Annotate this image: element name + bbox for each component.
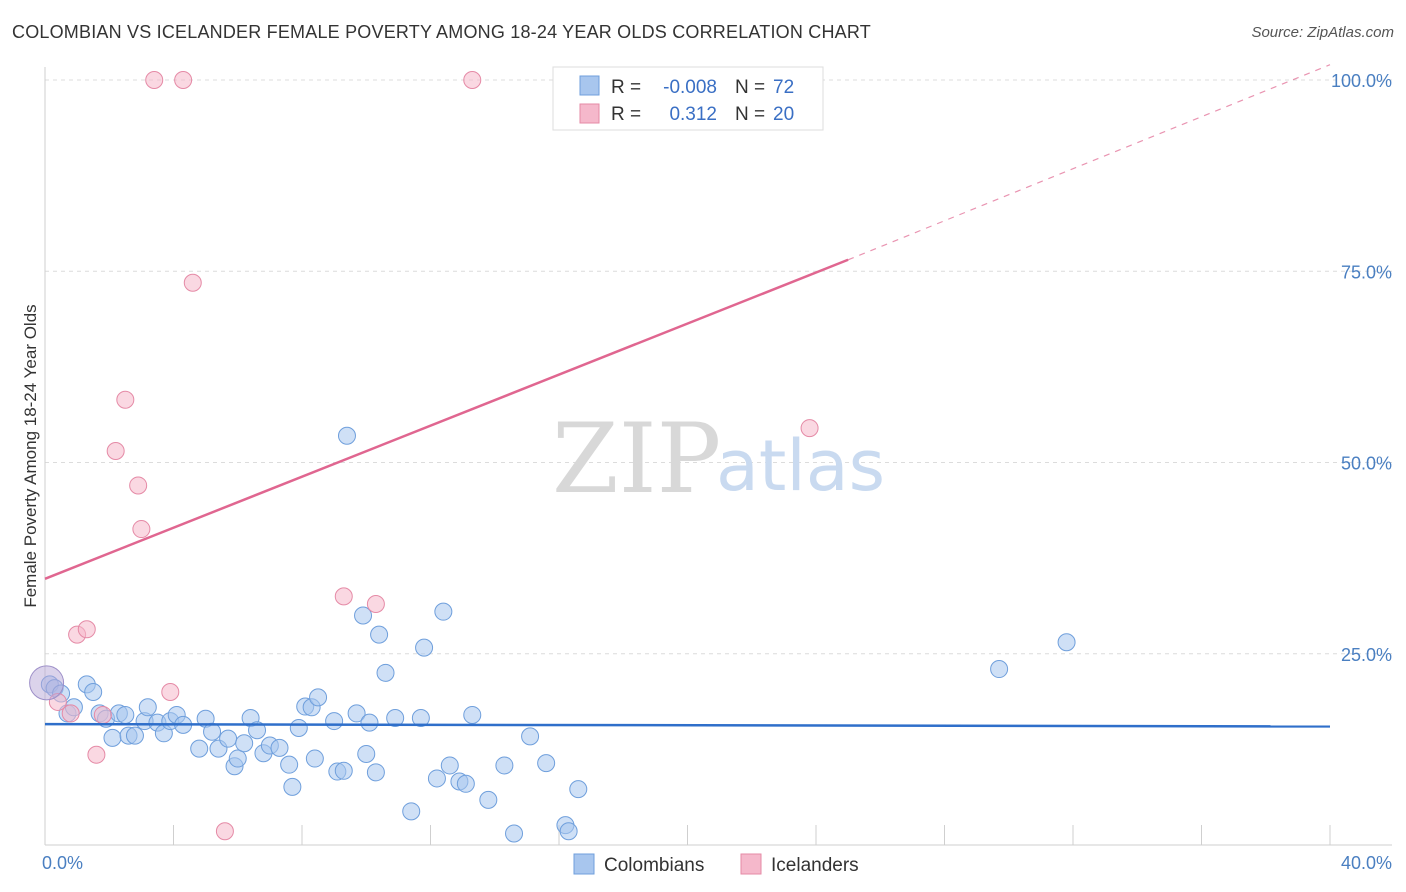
icelanders-trend-line bbox=[44, 258, 849, 580]
legend-n-label-1: N = bbox=[735, 77, 765, 98]
icelanders-point-5 bbox=[93, 705, 112, 724]
icelanders-point-10 bbox=[145, 71, 164, 89]
colombians-point-53 bbox=[402, 802, 421, 821]
colombians-point-9 bbox=[103, 728, 122, 747]
grid-layer bbox=[45, 79, 1392, 655]
colombians-point-48 bbox=[360, 713, 379, 732]
colombians-point-41 bbox=[325, 712, 344, 731]
colombians-point-43 bbox=[334, 761, 353, 780]
colombians-point-70 bbox=[990, 660, 1009, 679]
icelanders-point-17 bbox=[463, 71, 482, 89]
colombians-point-39 bbox=[309, 688, 328, 707]
colombians-point-35 bbox=[283, 777, 302, 796]
colombians-point-45 bbox=[347, 704, 366, 723]
icelanders-point-18 bbox=[800, 419, 819, 438]
trend-layer bbox=[44, 64, 1331, 728]
bottom-legend-swatch-icelanders bbox=[740, 853, 762, 875]
legend-r-label-2: R = bbox=[611, 104, 641, 125]
colombians-point-54 bbox=[411, 709, 430, 728]
legend-r-value-2: 0.312 bbox=[669, 104, 717, 125]
icelanders-point-14 bbox=[215, 822, 234, 841]
colombians-point-69 bbox=[569, 780, 588, 799]
chart-source: Source: ZipAtlas.com bbox=[1251, 24, 1394, 41]
colombians-point-64 bbox=[505, 824, 524, 843]
colombians-point-25 bbox=[219, 729, 238, 748]
colombians-point-44 bbox=[337, 426, 356, 445]
colombians-point-cluster bbox=[29, 665, 65, 701]
colombians-point-63 bbox=[495, 756, 514, 775]
colombians-point-34 bbox=[280, 755, 299, 774]
colombians-point-66 bbox=[537, 754, 556, 773]
colombians-point-46 bbox=[354, 606, 373, 625]
colombians-point-30 bbox=[248, 721, 267, 740]
colombians-point-11 bbox=[116, 705, 135, 724]
icelanders-point-8 bbox=[129, 476, 148, 495]
stats-legend: R = -0.008 N = 72 R = 0.312 N = 20 bbox=[552, 66, 824, 131]
icelanders-point-1 bbox=[61, 704, 80, 723]
colombians-point-68 bbox=[559, 822, 578, 841]
colombians-point-47 bbox=[357, 744, 376, 763]
colombians-point-40 bbox=[305, 749, 324, 768]
colombians-point-6 bbox=[84, 683, 103, 701]
colombians-point-56 bbox=[427, 769, 446, 788]
watermark-zip: ZIP bbox=[552, 403, 721, 515]
ticks-layer: 25.0% 50.0% 75.0% 100.0% 0.0% 40.0% bbox=[42, 71, 1392, 873]
colombians-point-62 bbox=[479, 790, 498, 809]
y-axis-label: Female Poverty Among 18-24 Year Olds bbox=[21, 304, 40, 607]
legend-n-value-1: 72 bbox=[773, 77, 794, 98]
y-tick-label-1: 50.0% bbox=[1341, 454, 1392, 474]
colombians-point-23 bbox=[203, 722, 222, 741]
legend-n-label-2: N = bbox=[735, 104, 765, 125]
chart-title: COLOMBIAN VS ICELANDER FEMALE POVERTY AM… bbox=[12, 22, 871, 42]
colombians-trend-line bbox=[44, 722, 1331, 728]
colombians-point-55 bbox=[415, 638, 434, 657]
x-tick-label-0: 0.0% bbox=[42, 853, 83, 873]
y-tick-label-2: 75.0% bbox=[1341, 262, 1392, 282]
colombians-point-71 bbox=[1057, 633, 1076, 652]
colombians-point-57 bbox=[434, 602, 453, 621]
colombians-point-58 bbox=[440, 756, 459, 775]
series-legend: Colombians Icelanders bbox=[573, 853, 859, 876]
icelanders-point-15 bbox=[334, 587, 353, 606]
icelanders-point-3 bbox=[77, 620, 96, 639]
colombians-point-13 bbox=[125, 726, 144, 745]
watermark-atlas: atlas bbox=[716, 425, 885, 507]
colombians-point-65 bbox=[521, 727, 540, 746]
legend-n-value-2: 20 bbox=[773, 104, 794, 125]
x-tick-label-1: 40.0% bbox=[1341, 853, 1392, 873]
legend-r-value-1: -0.008 bbox=[663, 77, 717, 98]
colombians-point-51 bbox=[376, 663, 395, 682]
colombians-point-49 bbox=[366, 763, 385, 782]
colombians-point-36 bbox=[289, 718, 308, 737]
icelanders-point-6 bbox=[106, 442, 125, 461]
y-tick-label-0: 25.0% bbox=[1341, 645, 1392, 665]
icelanders-point-9 bbox=[132, 520, 151, 539]
icelanders-point-16 bbox=[366, 595, 385, 614]
icelanders-point-7 bbox=[116, 390, 135, 409]
legend-swatch-icelanders bbox=[579, 103, 600, 124]
colombians-point-60 bbox=[456, 774, 475, 793]
icelanders-trend-extension bbox=[847, 64, 1331, 261]
legend-swatch-colombians bbox=[579, 75, 600, 96]
colombians-point-52 bbox=[386, 709, 405, 728]
icelanders-point-11 bbox=[161, 683, 180, 701]
colombians-point-33 bbox=[270, 738, 289, 757]
colombians-point-27 bbox=[228, 749, 247, 768]
y-tick-label-3: 100.0% bbox=[1331, 71, 1392, 91]
bottom-legend-label-colombians: Colombians bbox=[604, 855, 704, 876]
colombians-point-28 bbox=[235, 734, 254, 753]
icelanders-point-13 bbox=[183, 273, 202, 292]
icelanders-point-4 bbox=[87, 745, 106, 764]
legend-r-label-1: R = bbox=[611, 77, 641, 98]
colombians-point-50 bbox=[370, 625, 389, 644]
bottom-legend-label-icelanders: Icelanders bbox=[771, 855, 859, 876]
colombians-point-61 bbox=[463, 705, 482, 724]
points-layer bbox=[29, 71, 1076, 843]
colombians-point-15 bbox=[138, 698, 157, 717]
bottom-legend-swatch-colombians bbox=[573, 853, 595, 875]
icelanders-point-12 bbox=[174, 71, 193, 89]
colombians-point-21 bbox=[190, 739, 209, 758]
